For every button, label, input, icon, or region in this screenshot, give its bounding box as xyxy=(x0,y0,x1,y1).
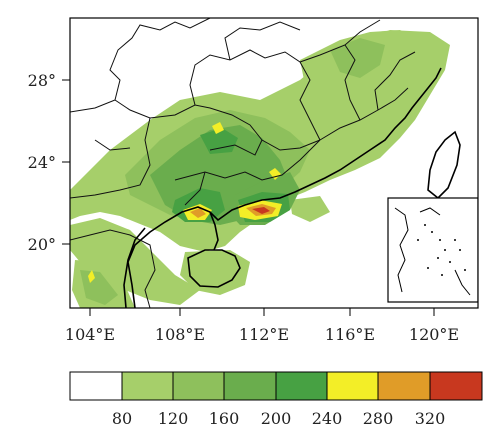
lon-axis xyxy=(89,308,435,316)
precip-area-medium-east xyxy=(330,38,385,78)
precip-area-strong-north xyxy=(200,128,238,154)
colorbar-swatch xyxy=(377,371,431,401)
colorbar-swatch xyxy=(223,371,277,401)
colorbar-label: 120 xyxy=(158,409,189,428)
colorbar-label: 80 xyxy=(112,409,132,428)
coastlines xyxy=(123,67,461,308)
hainan-island xyxy=(187,249,241,288)
precip-core-yellow-small xyxy=(269,168,281,180)
precip-shading xyxy=(70,30,450,308)
colorbar-label: 280 xyxy=(363,409,394,428)
mainland-coast xyxy=(127,67,442,308)
lat-tick-label: 24° xyxy=(28,153,56,172)
precip-core-red xyxy=(252,207,270,214)
lon-tick-label: 120°E xyxy=(409,325,459,344)
colorbar-label: 240 xyxy=(312,409,343,428)
colorbar-label: 200 xyxy=(261,409,292,428)
lat-tick-label: 20° xyxy=(28,235,56,254)
colorbar-swatch xyxy=(69,371,123,401)
colorbar: 80 120 160 200 240 280 320 xyxy=(69,371,483,428)
lat-tick-label: 28° xyxy=(28,71,56,90)
colorbar-swatch xyxy=(275,371,328,401)
colorbar-swatch xyxy=(326,371,379,401)
province-boundaries xyxy=(70,18,416,308)
colorbar-swatch xyxy=(429,371,483,401)
lon-tick-label: 116°E xyxy=(325,325,375,344)
colorbar-label: 160 xyxy=(209,409,240,428)
lon-tick-label: 112°E xyxy=(239,325,289,344)
precip-core-orange-west xyxy=(190,208,206,218)
map-panel xyxy=(70,18,478,308)
leizhou-peninsula xyxy=(209,211,219,251)
map-frame xyxy=(69,17,479,309)
precip-core-yellow-sw xyxy=(88,270,95,283)
lon-tick-label: 108°E xyxy=(155,325,205,344)
colorbar-swatch xyxy=(172,371,225,401)
colorbar-swatch xyxy=(121,371,174,401)
colorbar-swatches xyxy=(69,371,483,401)
colorbar-label: 320 xyxy=(415,409,446,428)
precip-area-light-southwest xyxy=(70,218,200,305)
lon-tick-label: 104°E xyxy=(65,325,115,344)
precip-area-light-sea xyxy=(290,196,330,222)
precip-core-yellow-north xyxy=(212,122,224,134)
lat-axis xyxy=(62,79,70,245)
vietnam-coast xyxy=(123,227,146,308)
inset-south-china-sea xyxy=(387,197,478,303)
taiwan-island xyxy=(427,130,461,200)
